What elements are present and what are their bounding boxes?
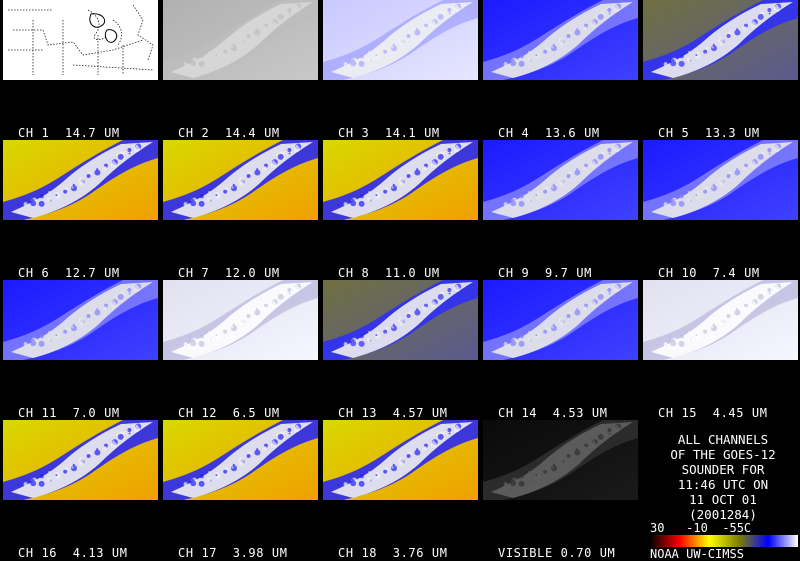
channel-label: CH 3 14.1 UM bbox=[338, 126, 440, 140]
channel-label: CH 13 4.57 UM bbox=[338, 406, 448, 420]
satellite-image bbox=[643, 280, 798, 360]
satellite-image bbox=[3, 280, 158, 360]
channel-label: CH 4 13.6 UM bbox=[498, 126, 600, 140]
channel-label: CH 5 13.3 UM bbox=[658, 126, 760, 140]
channel-panel: CH 4 13.6 UM bbox=[480, 0, 638, 140]
channel-label: CH 6 12.7 UM bbox=[18, 266, 120, 280]
channel-label: CH 8 11.0 UM bbox=[338, 266, 440, 280]
satellite-image bbox=[3, 0, 158, 80]
channel-label: CH 2 14.4 UM bbox=[178, 126, 280, 140]
satellite-image bbox=[643, 140, 798, 220]
channel-panel: CH 9 9.7 UM bbox=[480, 140, 638, 280]
channel-label: CH 16 4.13 UM bbox=[18, 546, 128, 560]
satellite-image bbox=[163, 140, 318, 220]
channel-label: CH 10 7.4 UM bbox=[658, 266, 760, 280]
info-caption: ALL CHANNELS OF THE GOES-12 SOUNDER FOR … bbox=[670, 432, 776, 522]
channel-panel: CH 17 3.98 UM bbox=[160, 420, 318, 560]
channel-panel: CH 11 7.0 UM bbox=[0, 280, 158, 420]
satellite-image bbox=[323, 420, 478, 500]
channel-label: VISIBLE 0.70 UM bbox=[498, 546, 616, 560]
satellite-image bbox=[323, 0, 478, 80]
satellite-image bbox=[323, 140, 478, 220]
satellite-image bbox=[483, 420, 638, 500]
channel-label: CH 11 7.0 UM bbox=[18, 406, 120, 420]
channel-label: CH 12 6.5 UM bbox=[178, 406, 280, 420]
satellite-image bbox=[163, 280, 318, 360]
satellite-image bbox=[483, 280, 638, 360]
channel-label: CH 18 3.76 UM bbox=[338, 546, 448, 560]
channel-panel: CH 7 12.0 UM bbox=[160, 140, 318, 280]
satellite-image bbox=[323, 280, 478, 360]
channel-panel: CH 16 4.13 UM bbox=[0, 420, 158, 560]
satellite-image bbox=[163, 0, 318, 80]
satellite-image bbox=[643, 0, 798, 80]
channel-panel: VISIBLE 0.70 UM bbox=[480, 420, 638, 560]
channel-label: CH 14 4.53 UM bbox=[498, 406, 608, 420]
satellite-image bbox=[483, 0, 638, 80]
credit-label: NOAA UW-CIMSS bbox=[650, 547, 744, 561]
channel-label: CH 9 9.7 UM bbox=[498, 266, 592, 280]
channel-panel: CH 14 4.53 UM bbox=[480, 280, 638, 420]
satellite-image bbox=[483, 140, 638, 220]
channel-panel: CH 13 4.57 UM bbox=[320, 280, 478, 420]
channel-label: CH 1 14.7 UM bbox=[18, 126, 120, 140]
channel-label: CH 15 4.45 UM bbox=[658, 406, 768, 420]
temperature-scale-labels: 30 -10 -55C bbox=[650, 521, 752, 535]
channel-panel: CH 18 3.76 UM bbox=[320, 420, 478, 560]
temperature-color-scale bbox=[650, 535, 798, 547]
satellite-image bbox=[3, 140, 158, 220]
channel-panel: CH 6 12.7 UM bbox=[0, 140, 158, 280]
channel-label: CH 7 12.0 UM bbox=[178, 266, 280, 280]
satellite-image bbox=[163, 420, 318, 500]
channel-panel: CH 3 14.1 UM bbox=[320, 0, 478, 140]
satellite-image bbox=[3, 420, 158, 500]
channel-panel: CH 12 6.5 UM bbox=[160, 280, 318, 420]
channel-panel: CH 2 14.4 UM bbox=[160, 0, 318, 140]
channel-panel: CH 15 4.45 UM bbox=[640, 280, 798, 420]
channel-panel: CH 8 11.0 UM bbox=[320, 140, 478, 280]
channel-panel: CH 1 14.7 UM bbox=[0, 0, 158, 140]
channel-panel: CH 5 13.3 UM bbox=[640, 0, 798, 140]
channel-panel: CH 10 7.4 UM bbox=[640, 140, 798, 280]
channel-label: CH 17 3.98 UM bbox=[178, 546, 288, 560]
